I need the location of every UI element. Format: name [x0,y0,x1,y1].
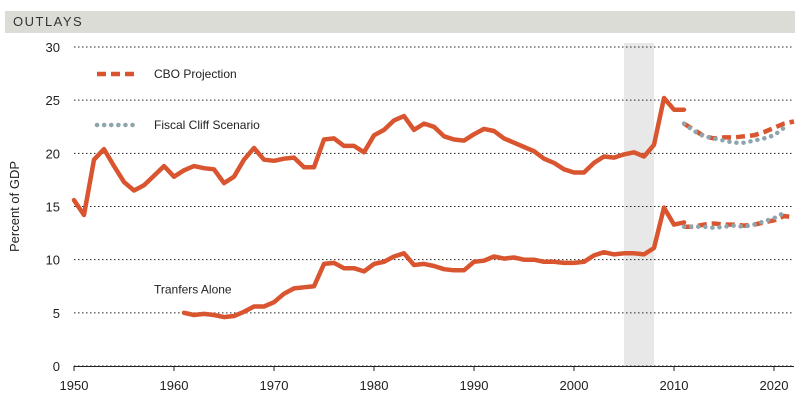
x-tick-label: 2010 [660,378,689,393]
outlays-dotted-line [681,121,787,145]
y-tick-label: 5 [53,306,60,321]
y-tick-label: 10 [46,253,60,268]
x-tick-label: 1980 [360,378,389,393]
x-tick-label: 1950 [60,378,89,393]
outlays-solid-line [71,95,687,218]
x-tick-label: 1970 [260,378,289,393]
transfers-annotation: Tranfers Alone [154,282,232,296]
y-axis-title: Percent of GDP [7,161,22,252]
y-tick-label: 0 [53,359,60,374]
chart-title: OUTLAYS [13,14,84,29]
transfers-dotted-line [681,210,787,231]
y-tick-label: 15 [46,200,60,215]
x-tick-label: 1960 [160,378,189,393]
legend-label-fiscal_cliff: Fiscal Cliff Scenario [154,118,260,132]
shaded-region [624,43,654,366]
y-tick-label: 20 [46,146,60,161]
legend-label-cbo: CBO Projection [154,67,237,81]
chart-header-bar: OUTLAYS [5,11,795,33]
x-tick-label: 2020 [760,378,789,393]
transfers-solid-line [181,205,687,320]
y-tick-label: 30 [46,40,60,55]
x-tick-label: 1990 [460,378,489,393]
x-tick-label: 2000 [560,378,589,393]
y-tick-label: 25 [46,93,60,108]
